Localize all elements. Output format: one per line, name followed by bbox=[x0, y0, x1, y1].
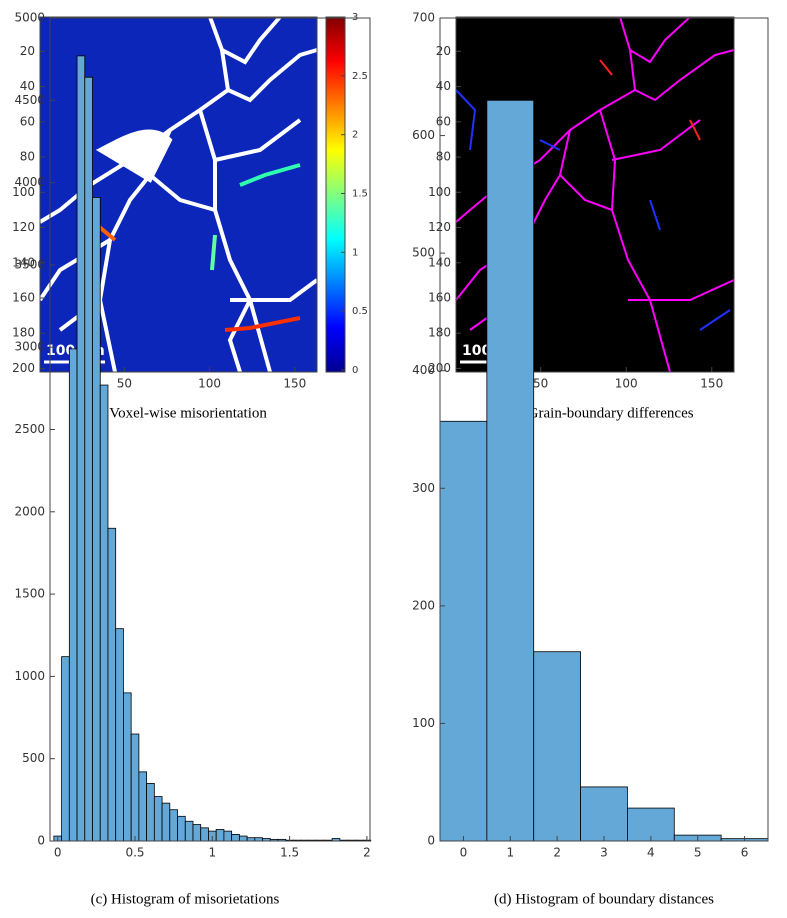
y-tick-label: 400 bbox=[412, 363, 435, 377]
y-tick-label: 2000 bbox=[14, 504, 45, 518]
y-tick-label: 0 bbox=[427, 834, 435, 848]
y-tick-label: 500 bbox=[412, 246, 435, 260]
colorbar-tick-label: 0 bbox=[352, 365, 358, 376]
bar bbox=[184, 820, 194, 842]
bar bbox=[200, 827, 209, 842]
bar bbox=[215, 829, 225, 842]
y-tick-label: 0 bbox=[37, 834, 45, 848]
y-tick-label: 80 bbox=[436, 150, 451, 164]
x-tick-label: 150 bbox=[700, 377, 723, 391]
y-tick-label: 1000 bbox=[14, 669, 45, 683]
bar bbox=[486, 99, 535, 842]
x-tick-label: 50 bbox=[533, 377, 548, 391]
x-tick-label: 0.5 bbox=[125, 846, 144, 860]
y-tick-label: 4500 bbox=[14, 93, 45, 107]
y-tick-label: 5000 bbox=[14, 11, 45, 25]
bar bbox=[223, 830, 233, 842]
y-tick-label: 700 bbox=[412, 11, 435, 25]
y-tick-label: 100 bbox=[412, 716, 435, 730]
y-tick-label: 1500 bbox=[14, 587, 45, 601]
bar bbox=[580, 786, 628, 842]
y-tick-label: 3500 bbox=[14, 257, 45, 271]
colorbar-tick-label: 2 bbox=[352, 130, 358, 141]
y-tick-label: 3000 bbox=[14, 340, 45, 354]
caption: (d) Histogram of boundary distances bbox=[494, 891, 714, 907]
bar bbox=[238, 835, 248, 842]
y-tick-label: 600 bbox=[412, 128, 435, 142]
x-tick-label: 3 bbox=[600, 846, 608, 860]
y-tick-label: 40 bbox=[20, 79, 35, 93]
bar bbox=[231, 834, 240, 842]
y-tick-label: 300 bbox=[412, 481, 435, 495]
x-tick-label: 1 bbox=[506, 846, 514, 860]
bar bbox=[61, 656, 70, 842]
y-tick-label: 20 bbox=[20, 44, 35, 58]
bar bbox=[146, 782, 155, 842]
y-tick-label: 200 bbox=[412, 598, 435, 612]
bar bbox=[92, 197, 101, 842]
bar bbox=[76, 55, 86, 842]
y-tick-label: 500 bbox=[22, 751, 45, 765]
caption: (b) Grain-boundary differences bbox=[506, 405, 693, 421]
bar bbox=[161, 802, 171, 842]
y-tick-label: 80 bbox=[20, 150, 35, 164]
colorbar-tick-label: 1.5 bbox=[352, 189, 368, 200]
bar bbox=[68, 348, 78, 842]
x-tick-label: 100 bbox=[198, 377, 221, 391]
y-tick-label: 60 bbox=[20, 114, 35, 128]
x-tick-label: 1.5 bbox=[280, 846, 299, 860]
colorbar bbox=[326, 17, 345, 372]
caption: (c) Histogram of misorietations bbox=[91, 891, 280, 907]
bar bbox=[533, 651, 581, 842]
bar bbox=[99, 384, 109, 842]
axes-box bbox=[455, 16, 735, 373]
bar bbox=[107, 527, 117, 842]
y-tick-label: 4000 bbox=[14, 175, 45, 189]
y-tick-label: 160 bbox=[12, 291, 35, 305]
x-tick-label: 2 bbox=[553, 846, 561, 860]
colorbar-box bbox=[325, 16, 346, 373]
axes-box bbox=[39, 16, 318, 373]
x-tick-label: 2 bbox=[363, 846, 371, 860]
bar bbox=[138, 771, 148, 842]
y-tick-label: 140 bbox=[12, 255, 35, 269]
y-tick-label: 100 bbox=[12, 185, 35, 199]
bar bbox=[130, 733, 140, 842]
bar bbox=[84, 76, 93, 842]
bar bbox=[123, 692, 132, 842]
bar bbox=[177, 815, 186, 842]
y-tick-label: 60 bbox=[436, 114, 451, 128]
x-tick-label: 0 bbox=[54, 846, 62, 860]
colorbar-tick-label: 0.5 bbox=[352, 306, 368, 317]
x-tick-label: 4 bbox=[647, 846, 655, 860]
bar bbox=[169, 809, 178, 842]
y-tick-label: 200 bbox=[12, 361, 35, 375]
x-tick-label: 150 bbox=[283, 377, 306, 391]
y-tick-label: 40 bbox=[436, 79, 451, 93]
x-tick-label: 5 bbox=[694, 846, 702, 860]
bar bbox=[153, 796, 163, 842]
caption: (a) Voxel-wise misorientation bbox=[89, 405, 267, 421]
y-tick-label: 2500 bbox=[14, 422, 45, 436]
x-tick-label: 6 bbox=[741, 846, 749, 860]
bar bbox=[439, 420, 488, 842]
bar bbox=[115, 628, 124, 842]
x-tick-label: 0 bbox=[460, 846, 468, 860]
y-tick-label: 20 bbox=[436, 44, 451, 58]
x-tick-label: 50 bbox=[117, 377, 132, 391]
colorbar-tick-label: 2.5 bbox=[352, 71, 368, 82]
y-tick-label: 120 bbox=[12, 220, 35, 234]
x-tick-label: 1 bbox=[208, 846, 216, 860]
bar bbox=[192, 824, 202, 842]
colorbar-tick-label: 1 bbox=[352, 247, 358, 258]
boundary-overlay bbox=[455, 16, 735, 373]
y-tick-label: 180 bbox=[12, 326, 35, 340]
x-tick-label: 100 bbox=[615, 377, 638, 391]
